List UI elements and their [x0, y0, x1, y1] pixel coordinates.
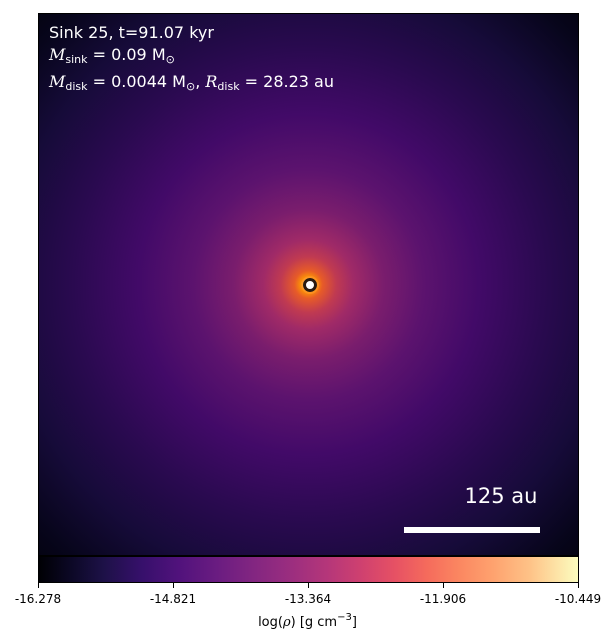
colorbar-tick-label: -16.278 — [14, 592, 62, 606]
colorbar-label-rho: ρ — [282, 615, 291, 630]
m-disk-symbol: M — [49, 72, 66, 91]
colorbar-label: log(ρ) [g cm−3] — [0, 612, 615, 630]
r-disk-symbol: R — [205, 72, 218, 91]
colorbar-tick-label: -14.821 — [149, 592, 197, 606]
scale-bar — [404, 527, 540, 533]
colorbar-tick-label: -10.449 — [554, 592, 602, 606]
m-disk-value: = 0.0044 M — [87, 72, 186, 91]
scale-bar-label: 125 au — [464, 484, 538, 508]
m-sink-subscript: sink — [65, 53, 88, 66]
density-map: Sink 25, t=91.07 kyr Msink = 0.09 M⊙ Mdi… — [38, 13, 579, 556]
info-line-sink-mass: Msink = 0.09 M⊙ — [49, 44, 334, 71]
colorbar-tick — [443, 583, 444, 588]
info-line-sink-time: Sink 25, t=91.07 kyr — [49, 23, 214, 42]
colorbar-label-units: ) [g cm — [290, 615, 338, 630]
m-disk-subscript: disk — [65, 80, 88, 93]
m-sink-value: = 0.09 M — [87, 45, 166, 64]
colorbar-tick — [308, 583, 309, 588]
info-line-disk: Mdisk = 0.0044 M⊙, Rdisk = 28.23 au — [49, 71, 334, 98]
r-disk-value: = 28.23 au — [239, 72, 334, 91]
colorbar-tick — [578, 583, 579, 588]
r-disk-separator: , — [195, 72, 206, 91]
colorbar-label-pre: log( — [258, 615, 283, 630]
m-sink-symbol: M — [49, 45, 66, 64]
colorbar-tick-label: -11.906 — [419, 592, 467, 606]
colorbar-tick — [173, 583, 174, 588]
colorbar-tick — [38, 583, 39, 588]
info-text: Sink 25, t=91.07 kyr Msink = 0.09 M⊙ Mdi… — [49, 22, 334, 98]
colorbar-tick-label: -13.364 — [284, 592, 332, 606]
r-disk-subscript: disk — [217, 80, 240, 93]
colorbar — [38, 556, 579, 583]
m-sink-sun-symbol: ⊙ — [165, 53, 175, 66]
colorbar-label-end: ] — [351, 615, 357, 630]
sink-marker — [301, 276, 319, 294]
colorbar-label-exponent: −3 — [337, 612, 352, 623]
m-disk-sun-symbol: ⊙ — [185, 80, 196, 93]
